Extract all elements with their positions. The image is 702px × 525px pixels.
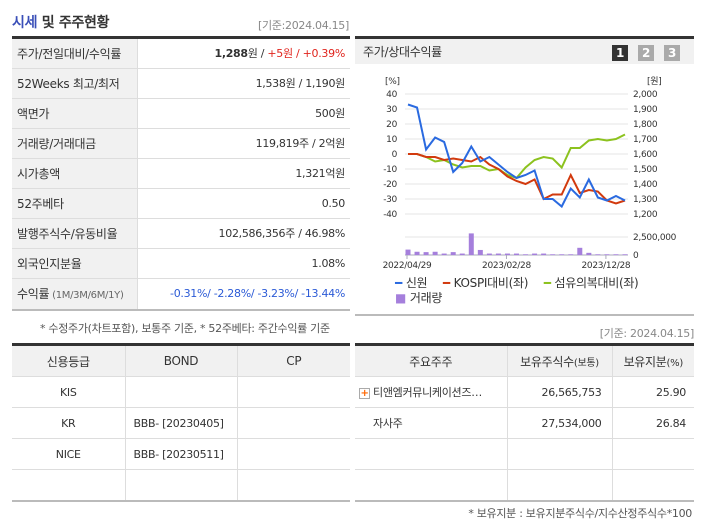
right-tick-label: 1,700 [633, 135, 658, 145]
volume-bar [450, 252, 456, 255]
table-row: 자사주 27,534,000 26.84 [355, 407, 694, 439]
y-tick-label: 30 [386, 105, 397, 115]
series-line [408, 153, 626, 205]
legend-item: ■ 거래량 [395, 291, 443, 305]
table-row: + 티앤엠커뮤니케이션즈… 26,565,753 25.90 [355, 376, 694, 408]
footnote: * 수정주가(차트포함), 보통주 기준, * 52주베타: 주간수익률 기준 [40, 322, 330, 335]
left-unit: [%] [385, 77, 400, 87]
table-row [355, 469, 694, 501]
legend-item: ━ 섬유의복대비(좌) [543, 276, 639, 290]
volume-bar [613, 254, 619, 255]
volume-bar [532, 253, 538, 255]
x-tick-label: 2022/04/29 [383, 261, 432, 271]
y-tick-label: 0 [392, 150, 398, 160]
right-tick-label: 1,300 [633, 195, 658, 205]
right-tick-label: 2,000 [633, 90, 658, 100]
chart-legend: ━ 신원 ━ KOSPI대비(좌) ━ 섬유의복대비(좌) ■ 거래량 [395, 276, 650, 306]
price-table: 주가/전일대비/수익률 1,288원 / +5원 / +0.39% 52Weeks… [12, 36, 350, 311]
volume-bar [486, 253, 492, 255]
table-row: 주가/전일대비/수익률 1,288원 / +5원 / +0.39% [12, 39, 350, 69]
series-line [407, 103, 626, 209]
y-tick-label: 20 [386, 120, 397, 130]
volume-bar [604, 254, 610, 255]
right-tick-label: 1,600 [633, 150, 658, 160]
page-button-1[interactable]: 1 [612, 45, 628, 61]
table-row: 수익률 (1M/3M/6M/1Y) -0.31%/ -2.28%/ -3.23%/… [12, 279, 350, 309]
footnote-2: * 보유지분 : 보유지분주식수/지수산정주식수*100 [468, 507, 692, 520]
legend-item: ━ 신원 [395, 276, 428, 290]
y-tick-label: -10 [383, 165, 397, 175]
right-tick-label: 1,800 [633, 120, 658, 130]
table-row: KR BBB- [20230405] [12, 407, 350, 439]
volume-bar [504, 253, 510, 255]
x-tick-label: 2023/12/28 [581, 261, 630, 271]
table-row [12, 469, 350, 501]
volume-bar [468, 233, 474, 255]
volume-bar [477, 249, 483, 255]
expand-icon[interactable]: + [359, 388, 370, 399]
volume-bar [523, 254, 529, 255]
table-row: 발행주식수/유동비율 102,586,356주 / 46.98% [12, 219, 350, 249]
volume-bar [495, 253, 501, 255]
table-row [355, 438, 694, 470]
table-row: KIS [12, 376, 350, 408]
volume-tick-label: 0 [633, 251, 639, 261]
volume-bar [550, 254, 556, 255]
volume-bar [423, 252, 429, 255]
right-tick-label: 1,200 [633, 210, 658, 220]
page-button-3[interactable]: 3 [664, 45, 680, 61]
page-button-2[interactable]: 2 [638, 45, 654, 61]
y-tick-label: -30 [383, 195, 397, 205]
y-tick-label: -20 [383, 180, 397, 190]
volume-bar [595, 254, 601, 255]
legend-item: ━ KOSPI대비(좌) [442, 276, 529, 290]
volume-bar [559, 254, 565, 255]
volume-bar [622, 254, 628, 255]
table-row: 52Weeks 최고/최저 1,538원 / 1,190원 [12, 69, 350, 99]
table-row: 외국인지분율 1.08% [12, 249, 350, 279]
volume-bar [432, 251, 438, 255]
table-row: 52주베타 0.50 [12, 189, 350, 219]
reference-date: [기준:2024.04.15] [257, 19, 349, 32]
y-tick-label: 10 [386, 135, 397, 145]
volume-bar [441, 253, 447, 255]
y-tick-label: -40 [383, 210, 397, 220]
table-row: 거래량/거래대금 119,819주 / 2억원 [12, 129, 350, 159]
x-tick-label: 2023/02/28 [482, 261, 531, 271]
volume-bar [577, 247, 583, 255]
table-row: 시가총액 1,321억원 [12, 159, 350, 189]
volume-bar [414, 251, 420, 255]
y-tick-label: 40 [386, 90, 397, 100]
right-unit: [원] [647, 76, 661, 87]
volume-bar [459, 253, 465, 255]
table-row: 액면가 500원 [12, 99, 350, 129]
volume-bar [568, 254, 574, 255]
volume-tick-label: 2,500,000 [633, 233, 677, 243]
table-row: NICE BBB- [20230511] [12, 438, 350, 470]
right-tick-label: 1,900 [633, 105, 658, 115]
chart-panel: 주가/상대수익률 1 2 3 [%] [원] 40 2,000 30 1,900 20 1,8… [355, 36, 694, 316]
right-tick-label: 1,500 [633, 165, 658, 175]
reference-date-2: [기준: 2024.04.15] [599, 327, 695, 340]
volume-bar [541, 253, 547, 255]
chart-header: 주가/상대수익률 [355, 36, 694, 64]
right-tick-label: 1,400 [633, 180, 658, 190]
credit-rating-table: 신용등급 BOND CP KIS KR BBB- [20230405] NICE BBB… [12, 343, 350, 502]
major-shareholders-table: 주요주주 보유주식수(보통) 보유지분(%) + 티앤엠커뮤니케이션즈… 26,565,… [355, 343, 694, 502]
volume-bar [405, 249, 411, 255]
volume-bar [514, 253, 519, 255]
relative-return-chart: [%] [원] 40 2,000 30 1,900 20 1,800 10 1,700 0 1,600… [383, 76, 677, 271]
section-title: 시세 및 주주현황 [12, 15, 110, 31]
volume-bar [586, 252, 592, 255]
